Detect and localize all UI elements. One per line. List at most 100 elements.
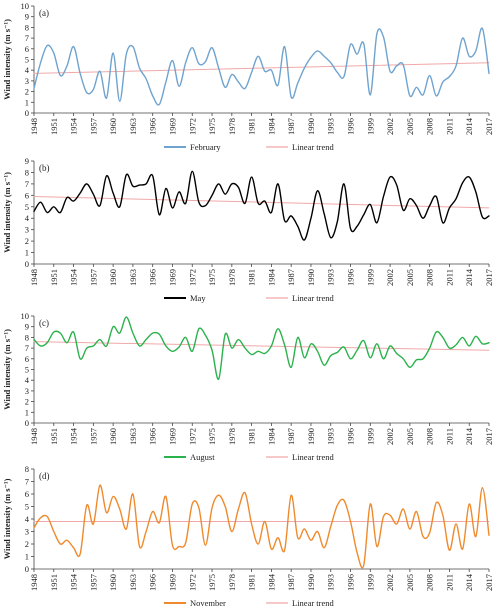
y-axis-label: Wind intensity (m s⁻¹) xyxy=(2,172,12,253)
y-tick-label: 4 xyxy=(25,514,30,524)
x-tick-label: 2002 xyxy=(385,269,395,286)
y-tick-label: 0 xyxy=(25,418,29,428)
x-tick-label: 2017 xyxy=(484,269,494,286)
x-tick-label: 1981 xyxy=(247,574,257,591)
x-tick-label: 2005 xyxy=(405,428,415,445)
x-tick-label: 1984 xyxy=(266,427,276,445)
x-tick-label: 2011 xyxy=(444,118,454,135)
y-tick-label: 8 xyxy=(25,22,29,32)
x-tick-label: 2011 xyxy=(444,574,454,591)
y-tick-label: 10 xyxy=(21,311,30,321)
y-axis-label: Wind intensity (m s⁻¹) xyxy=(2,478,12,559)
series-line-february xyxy=(33,27,490,106)
x-tick-label: 2017 xyxy=(484,118,494,135)
series-line-november xyxy=(33,484,490,569)
x-tick-label: 1963 xyxy=(128,269,138,286)
x-tick-label: 1969 xyxy=(167,269,177,286)
y-tick-label: 10 xyxy=(21,1,30,11)
panel-label: (a) xyxy=(39,8,49,18)
x-tick-label: 1990 xyxy=(306,428,316,445)
x-tick-label: 1972 xyxy=(187,428,197,445)
x-tick-label: 1987 xyxy=(286,269,296,286)
y-tick-label: 0 xyxy=(25,564,29,574)
x-tick-label: 1960 xyxy=(108,269,118,286)
x-tick-label: 1999 xyxy=(365,574,375,591)
x-tick-label: 2005 xyxy=(405,574,415,591)
x-tick-label: 2008 xyxy=(425,269,435,286)
x-tick-label: 1984 xyxy=(266,573,276,591)
chart-panel-2: 01 23 45 67 89 1948 1951 1954 1957 1960 1963 1966 19… xyxy=(2,156,494,303)
x-tick-label: 2008 xyxy=(425,428,435,445)
x-tick-label: 1993 xyxy=(326,118,336,135)
x-tick-label: 1981 xyxy=(247,269,257,286)
x-tick-label: 2011 xyxy=(444,428,454,445)
x-tick-label: 1960 xyxy=(108,574,118,591)
x-tick-label: 1975 xyxy=(207,428,217,445)
x-tick-label: 2017 xyxy=(484,428,494,445)
x-tick-label: 1996 xyxy=(346,574,356,591)
y-tick-label: 5 xyxy=(25,202,29,212)
x-tick-label: 2002 xyxy=(385,574,395,591)
y-tick-label: 0 xyxy=(25,108,29,118)
y-tick-label: 8 xyxy=(25,332,29,342)
x-tick-label: 1969 xyxy=(167,428,177,445)
y-tick-label: 0 xyxy=(25,259,29,269)
x-tick-label: 2017 xyxy=(484,574,494,591)
x-tick-label: 2008 xyxy=(425,118,435,135)
x-tick-label: 1963 xyxy=(128,574,138,591)
y-tick-label: 9 xyxy=(25,156,29,166)
x-tick-label: 1981 xyxy=(247,428,257,445)
x-tick-label: 1954 xyxy=(69,427,79,445)
y-tick-label: 6 xyxy=(25,190,29,200)
x-tick-label: 1999 xyxy=(365,269,375,286)
y-tick-label: 9 xyxy=(25,12,29,22)
legend-label: February xyxy=(190,142,221,152)
y-tick-label: 1 xyxy=(25,97,29,107)
x-tick-label: 1975 xyxy=(207,118,217,135)
y-tick-label: 6 xyxy=(25,44,29,54)
series-line-august xyxy=(33,316,490,380)
y-tick-label: 3 xyxy=(25,76,29,86)
x-tick-label: 1993 xyxy=(326,574,336,591)
y-tick-label: 4 xyxy=(25,213,30,223)
y-tick-label: 4 xyxy=(25,375,30,385)
x-tick-label: 1978 xyxy=(227,428,237,445)
x-tick-label: 1966 xyxy=(148,118,158,135)
x-tick-label: 1951 xyxy=(49,574,59,591)
legend-label: May xyxy=(190,293,206,303)
y-tick-label: 4 xyxy=(25,65,30,75)
x-tick-label: 1993 xyxy=(326,428,336,445)
chart-panel-4: 0 1 2 3 4 5 6 7 8 1948 1951 1954 1957 1960 1963 1966 196… xyxy=(2,464,494,608)
y-tick-label: 2 xyxy=(25,236,29,246)
y-tick-label: 8 xyxy=(25,464,29,474)
legend-label: August xyxy=(190,452,215,462)
x-tick-label: 1969 xyxy=(167,118,177,135)
x-tick-label: 1975 xyxy=(207,269,217,286)
x-tick-label: 2011 xyxy=(444,269,454,286)
y-tick-label: 8 xyxy=(25,167,29,177)
y-tick-label: 9 xyxy=(25,322,29,332)
x-tick-label: 1951 xyxy=(49,118,59,135)
y-tick-label: 3 xyxy=(25,527,29,537)
legend-label: Linear trend xyxy=(292,452,335,462)
x-tick-label: 1990 xyxy=(306,574,316,591)
x-tick-label: 2008 xyxy=(425,574,435,591)
y-tick-label: 5 xyxy=(25,502,29,512)
x-tick-label: 1975 xyxy=(207,574,217,591)
linear-trend-line xyxy=(33,341,490,351)
x-tick-label: 1948 xyxy=(29,428,39,445)
x-tick-label: 1951 xyxy=(49,428,59,445)
x-tick-label: 2005 xyxy=(405,269,415,286)
x-tick-label: 1990 xyxy=(306,118,316,135)
y-tick-label: 3 xyxy=(25,386,29,396)
y-tick-label: 2 xyxy=(25,87,29,97)
x-tick-label: 1996 xyxy=(346,428,356,445)
x-tick-label: 1963 xyxy=(128,428,138,445)
x-tick-label: 1948 xyxy=(29,269,39,286)
x-tick-label: 2002 xyxy=(385,118,395,135)
y-tick-label: 1 xyxy=(25,407,29,417)
y-axis-label: Wind intensity (m s⁻¹) xyxy=(2,19,12,100)
x-tick-label: 2014 xyxy=(464,573,474,591)
